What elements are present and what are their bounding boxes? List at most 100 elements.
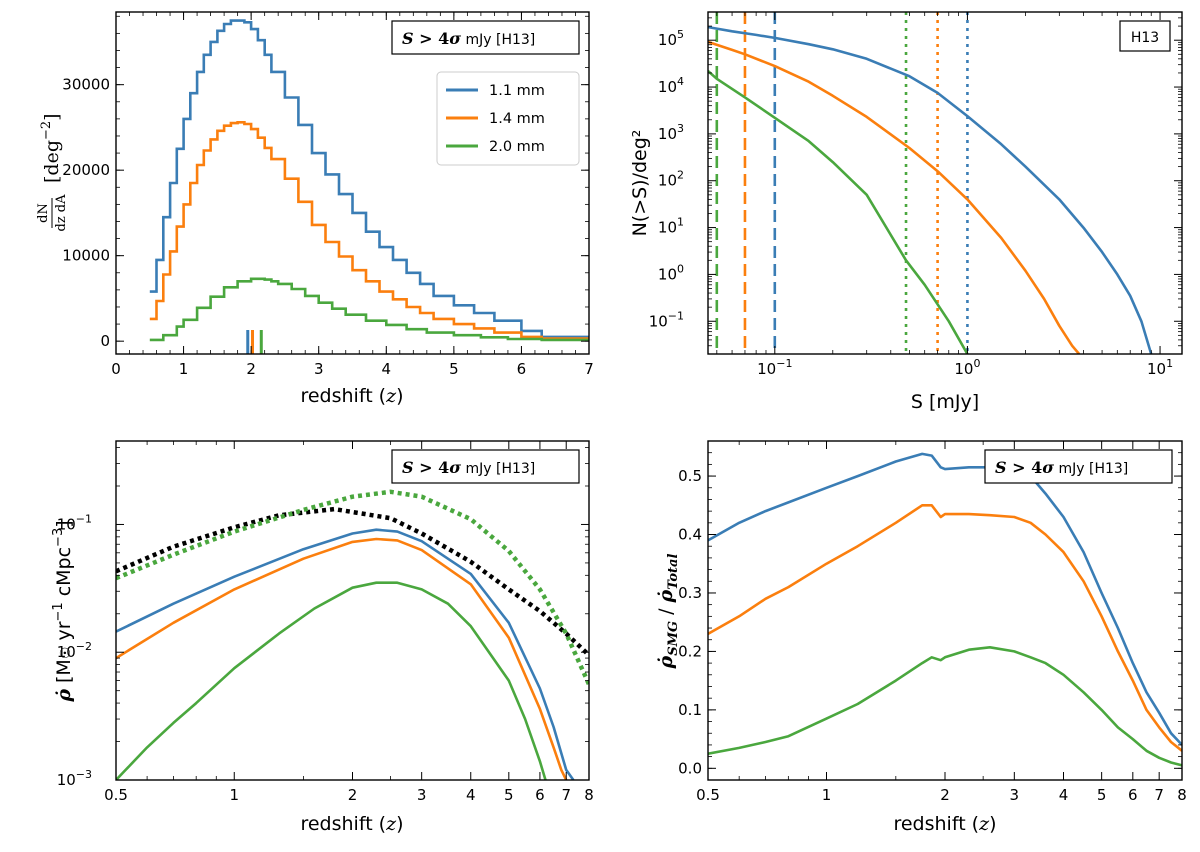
series-line-2-0-mm xyxy=(116,581,547,780)
x-tick-label: 0.5 xyxy=(696,786,720,804)
x-tick-label: 6 xyxy=(1128,786,1138,804)
x-tick-exponent: −1 xyxy=(776,357,792,370)
series-line-2-0-mm xyxy=(149,277,589,342)
x-tick-label: 101 xyxy=(1147,357,1173,378)
x-tick-label: 2 xyxy=(348,786,358,804)
series-line-1-1-mm xyxy=(708,452,1182,746)
svg-text:dz dA: dz dA xyxy=(54,194,69,232)
p2-data-layer xyxy=(708,12,1153,354)
x-tick-label: 0 xyxy=(111,360,121,378)
x-tick-label: 7 xyxy=(561,786,571,804)
y-tick-exponent: −1 xyxy=(668,309,684,322)
series-line-total xyxy=(116,506,589,657)
x-tick-label: 6 xyxy=(535,786,545,804)
x-tick-label: 0.5 xyxy=(104,786,128,804)
x-tick-label: 4 xyxy=(1059,786,1069,804)
x-tick-label: 7 xyxy=(1154,786,1164,804)
p4-ylabel: ρ̇SMG / ρ̇Total xyxy=(655,554,681,670)
p3-series-group xyxy=(116,489,589,780)
x-tick-label: 3 xyxy=(417,786,427,804)
x-tick-label: 1 xyxy=(179,360,189,378)
y-tick-label: 104 xyxy=(658,75,684,96)
x-tick-label: 5 xyxy=(1097,786,1107,804)
svg-text:[deg−2]: [deg−2] xyxy=(39,113,63,183)
y-tick-exponent: 5 xyxy=(677,28,684,41)
p3-data-layer xyxy=(116,489,589,780)
y-tick-label: 105 xyxy=(658,28,684,49)
x-tick-label: 1 xyxy=(822,786,832,804)
p4-data-layer xyxy=(708,452,1182,767)
series-line-1-4-mm xyxy=(708,504,1182,752)
y-tick-label: 20000 xyxy=(62,161,110,179)
p3-axes-frame xyxy=(115,440,590,781)
p3-annotation-box: S > 4σ mJy [H13] xyxy=(391,449,580,484)
p3-xlabel: redshift (z) xyxy=(300,813,403,835)
y-tick-exponent: 4 xyxy=(677,75,684,88)
y-tick-label: 0 xyxy=(100,332,110,350)
p2-annotation-box: H13 xyxy=(1119,20,1171,52)
p1-ticks: 0 1 2 3 4 5 6 7 0 10000 20000 30000 xyxy=(62,12,594,378)
legend-label-1-4mm: 1.4 mm xyxy=(489,111,545,127)
x-tick-label: 5 xyxy=(504,786,514,804)
x-tick-label: 8 xyxy=(1177,786,1187,804)
p4-series-group xyxy=(708,452,1182,767)
y-tick-label: 0.2 xyxy=(678,642,702,660)
y-tick-label: 100 xyxy=(658,262,684,283)
x-tick-exponent: 0 xyxy=(973,357,980,370)
y-tick-label: 102 xyxy=(658,169,684,190)
x-tick-label: 8 xyxy=(584,786,594,804)
p4-xlabel: redshift (z) xyxy=(893,813,996,835)
p4-axes-frame xyxy=(707,440,1183,781)
x-tick-label: 10−1 xyxy=(757,357,792,378)
legend-label-1-1mm: 1.1 mm xyxy=(489,83,545,99)
p1-annotation-box: S > 4σ mJy [H13] xyxy=(391,20,580,55)
y-tick-exponent: 3 xyxy=(677,122,684,135)
y-tick-label: 10−1 xyxy=(649,309,684,330)
series-line-1-4-mm xyxy=(149,121,589,340)
series-line-2-0-mm xyxy=(708,646,1182,767)
p1-series-group xyxy=(149,19,589,354)
p4-ticks: 0.5 1 2 3 4 5 6 7 8 0.0 0.1 0.2 0.3 0.4 0.5 xyxy=(678,441,1187,804)
legend-label-2-0mm: 2.0 mm xyxy=(489,139,545,155)
p2-xlabel: S [mJy] xyxy=(911,391,979,413)
x-tick-label: 4 xyxy=(466,786,476,804)
series-line-1-1-mm xyxy=(116,528,575,780)
y-tick-label: 10000 xyxy=(62,247,110,265)
y-tick-label: 10−3 xyxy=(57,768,92,789)
series-line-1-4-mm xyxy=(708,40,1081,354)
panel-sfrd-fraction: 0.5 1 2 3 4 5 6 7 8 0.0 0.1 0.2 0.3 0.4 0.5 S > 4σ mJy… xyxy=(655,440,1187,835)
x-tick-label: 5 xyxy=(449,360,459,378)
x-tick-label: 3 xyxy=(314,360,324,378)
p2-axes-frame xyxy=(707,11,1183,355)
p2-ylabel: N(>S)/deg² xyxy=(629,130,651,237)
y-tick-label: 0.4 xyxy=(678,526,702,544)
x-tick-exponent: 1 xyxy=(1166,357,1173,370)
svg-text:S > 4σ mJy [H13]: S > 4σ mJy [H13] xyxy=(995,458,1128,477)
y-tick-label: 0.0 xyxy=(678,759,702,777)
y-tick-label: 0.5 xyxy=(678,467,702,485)
x-tick-label: 2 xyxy=(940,786,950,804)
series-line-2-0-mm-model xyxy=(116,489,589,686)
y-tick-label: 101 xyxy=(658,216,684,237)
p4-annotation-box: S > 4σ mJy [H13] xyxy=(984,449,1173,484)
p2-ticks: 10−1 100 101 10−1 100 101 102 1 0 3 104 105 xyxy=(649,12,1182,378)
y-tick-exponent: −1 xyxy=(76,512,92,525)
panel-cumulative-counts: 10−1 100 101 10−1 100 101 102 1 0 3 104 105 H13 S [… xyxy=(629,11,1183,413)
x-tick-label: 3 xyxy=(1010,786,1020,804)
series-line-2-0-mm xyxy=(708,70,969,354)
p1-axes-frame xyxy=(115,11,590,355)
x-tick-label: 100 xyxy=(954,357,980,378)
p3-ylabel: ρ̇ [M☉ yr−1 cMpc−3] xyxy=(51,520,75,702)
y-tick-exponent: −3 xyxy=(76,768,92,781)
x-tick-label: 2 xyxy=(246,360,256,378)
p1-ylabel: dN dz dA [deg−2] xyxy=(36,113,69,231)
p2-series-group xyxy=(708,12,1153,354)
series-line-1-1-mm xyxy=(708,25,1153,354)
x-tick-label: 7 xyxy=(584,360,594,378)
p1-annotation-text: S > 4σ mJy [H13] xyxy=(402,29,535,48)
y-tick-label: 0.3 xyxy=(678,584,702,602)
panel-number-counts-redshift: 0 1 2 3 4 5 6 7 0 10000 20000 30000 S > 4σ mJy [H13… xyxy=(36,11,594,407)
y-tick-label: 0.1 xyxy=(678,701,702,719)
x-tick-label: 1 xyxy=(229,786,239,804)
